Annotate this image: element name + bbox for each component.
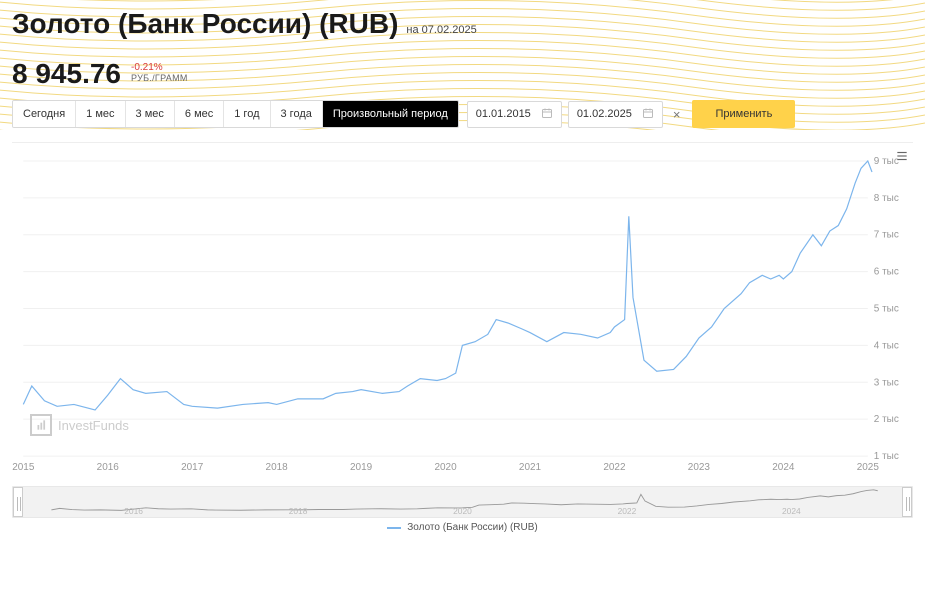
navigator-svg: 2016 2018 2020 2022 2024	[13, 487, 912, 517]
price-unit: РУБ./ГРАММ	[131, 73, 188, 83]
svg-text:2020: 2020	[453, 506, 472, 516]
page-title: Золото (Банк России) (RUB)	[12, 8, 398, 40]
controls-bar: Сегодня1 мес3 мес6 мес1 год3 годаПроизво…	[0, 90, 925, 138]
watermark-text: InvestFunds	[58, 418, 129, 433]
calendar-icon	[642, 107, 654, 122]
legend-swatch	[387, 527, 401, 529]
watermark-icon	[30, 414, 52, 436]
date-from-value: 01.01.2015	[476, 108, 531, 120]
svg-text:4 тыс: 4 тыс	[874, 340, 899, 351]
svg-text:2024: 2024	[772, 462, 795, 473]
svg-text:2022: 2022	[603, 462, 626, 473]
svg-text:2016: 2016	[97, 462, 120, 473]
price-value: 8 945.76	[12, 58, 121, 90]
period-tab[interactable]: Сегодня	[13, 101, 76, 127]
period-tab[interactable]: 1 мес	[76, 101, 125, 127]
svg-text:2020: 2020	[434, 462, 457, 473]
svg-text:6 тыс: 6 тыс	[874, 267, 899, 278]
svg-text:1 тыс: 1 тыс	[874, 451, 899, 462]
svg-text:2 тыс: 2 тыс	[874, 414, 899, 425]
chart-area: 1 тыс 2 тыс 3 тыс 4 тыс 5 тыс 6 тыс 7 тыс 8 тыс…	[12, 142, 913, 480]
date-to-value: 01.02.2025	[577, 108, 632, 120]
date-to-field[interactable]: 01.02.2025	[568, 101, 663, 128]
chart-menu-icon[interactable]	[895, 149, 909, 168]
svg-text:2023: 2023	[688, 462, 711, 473]
legend-label: Золото (Банк России) (RUB)	[407, 522, 537, 533]
svg-text:2021: 2021	[519, 462, 542, 473]
period-tab[interactable]: 3 мес	[126, 101, 175, 127]
svg-text:2025: 2025	[857, 462, 880, 473]
header: Золото (Банк России) (RUB) на 07.02.2025…	[0, 0, 925, 90]
title-date-prefix: на	[406, 24, 421, 36]
svg-text:7 тыс: 7 тыс	[874, 230, 899, 241]
period-tab[interactable]: 3 года	[271, 101, 323, 127]
clear-dates-icon[interactable]: ×	[669, 107, 685, 122]
calendar-icon	[541, 107, 553, 122]
date-from-field[interactable]: 01.01.2015	[467, 101, 562, 128]
svg-text:5 тыс: 5 тыс	[874, 304, 899, 315]
svg-text:2015: 2015	[12, 462, 35, 473]
title-date: на 07.02.2025	[406, 24, 476, 36]
period-tab[interactable]: Произвольный период	[323, 101, 458, 127]
svg-text:2016: 2016	[124, 506, 143, 516]
svg-text:3 тыс: 3 тыс	[874, 377, 899, 388]
navigator[interactable]: 2016 2018 2020 2022 2024	[12, 486, 913, 518]
svg-text:2019: 2019	[350, 462, 373, 473]
period-tab[interactable]: 1 год	[224, 101, 270, 127]
svg-text:2018: 2018	[289, 506, 308, 516]
legend: Золото (Банк России) (RUB)	[0, 522, 925, 533]
title-date-value: 07.02.2025	[422, 24, 477, 36]
chart-svg: 1 тыс 2 тыс 3 тыс 4 тыс 5 тыс 6 тыс 7 тыс 8 тыс…	[12, 143, 913, 480]
apply-button[interactable]: Применить	[692, 100, 795, 128]
period-tabs: Сегодня1 мес3 мес6 мес1 год3 годаПроизво…	[12, 100, 459, 128]
svg-text:2018: 2018	[266, 462, 289, 473]
period-tab[interactable]: 6 мес	[175, 101, 224, 127]
navigator-handle-left[interactable]	[13, 487, 23, 517]
navigator-handle-right[interactable]	[902, 487, 912, 517]
svg-text:8 тыс: 8 тыс	[874, 193, 899, 204]
watermark: InvestFunds	[30, 414, 129, 436]
svg-text:2017: 2017	[181, 462, 204, 473]
svg-text:2022: 2022	[618, 506, 637, 516]
price-change: -0.21%	[131, 62, 188, 73]
svg-text:2024: 2024	[782, 506, 801, 516]
